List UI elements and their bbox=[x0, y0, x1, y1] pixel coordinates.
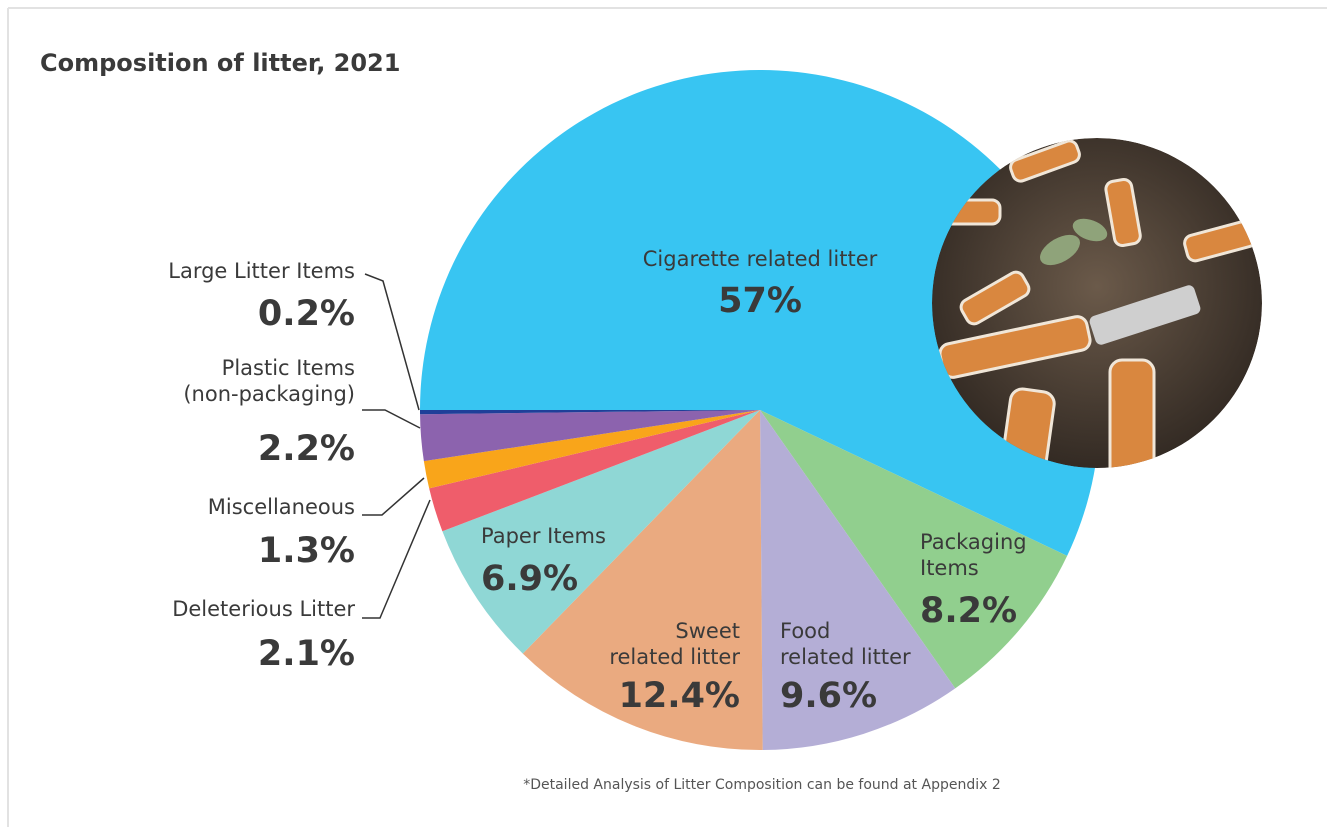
slice-value: 1.3% bbox=[258, 531, 355, 571]
pie-slice bbox=[420, 69, 1101, 556]
pie-slice bbox=[760, 410, 956, 750]
pie-slice bbox=[423, 410, 760, 489]
pie-slice bbox=[522, 410, 763, 750]
leader-line bbox=[362, 499, 431, 619]
slice-label: Paper Items bbox=[481, 524, 606, 548]
pie-slice bbox=[420, 410, 760, 462]
footnote: *Detailed Analysis of Litter Composition… bbox=[523, 777, 1001, 793]
slice-label: Large Litter Items bbox=[168, 259, 355, 283]
pie-slice bbox=[442, 410, 760, 654]
slice-label: Deleterious Litter bbox=[172, 597, 355, 621]
slice-value: 2.2% bbox=[258, 429, 355, 469]
slice-label: Plastic Items (non-packaging) bbox=[183, 356, 355, 406]
leader-line bbox=[362, 477, 425, 516]
slice-value: 57% bbox=[718, 281, 802, 321]
leader-line bbox=[364, 273, 420, 411]
slice-label: Miscellaneous bbox=[208, 495, 355, 519]
slice-value: 9.6% bbox=[780, 676, 877, 716]
chart-title: Composition of litter, 2021 bbox=[40, 49, 400, 77]
leader-line bbox=[362, 409, 421, 429]
slice-value: 6.9% bbox=[481, 559, 578, 599]
slice-label: Packaging Items bbox=[920, 530, 1027, 580]
slice-label: Cigarette related litter bbox=[643, 247, 878, 271]
slice-label: Sweet related litter bbox=[609, 619, 740, 669]
photo bbox=[932, 138, 1262, 468]
pie-slice bbox=[760, 410, 1068, 689]
slice-label: Food related litter bbox=[780, 619, 911, 669]
slice-value: 8.2% bbox=[920, 591, 1017, 631]
pie bbox=[420, 69, 1101, 750]
slice-value: 0.2% bbox=[258, 294, 355, 334]
pie-slice bbox=[429, 410, 760, 532]
pie-slice bbox=[420, 410, 760, 415]
slice-value: 12.4% bbox=[619, 676, 740, 716]
slice-value: 2.1% bbox=[258, 634, 355, 674]
